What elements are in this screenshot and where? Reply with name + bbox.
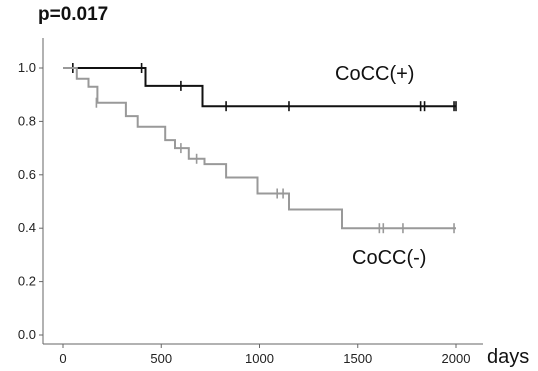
- series-cocc-negative: [63, 67, 456, 234]
- y-tick-label: 0.0: [18, 327, 36, 342]
- x-tick-label: 1000: [245, 351, 274, 366]
- y-axis-ticks: 0.0 0.2 0.4 0.6 0.8 1.0: [18, 60, 43, 342]
- y-tick-label: 0.6: [18, 167, 36, 182]
- series-label-cocc-positive: CoCC(+): [335, 63, 414, 85]
- p-value-annotation: p=0.017: [38, 4, 109, 25]
- y-tick-label: 1.0: [18, 60, 36, 75]
- y-tick-label: 0.2: [18, 274, 36, 289]
- series-label-cocc-negative: CoCC(-): [352, 247, 426, 269]
- y-tick-label: 0.4: [18, 220, 36, 235]
- series-cocc-positive: [63, 63, 457, 112]
- survival-curve: [63, 67, 456, 230]
- series-layer: [63, 63, 457, 234]
- survival-curve: [63, 67, 456, 108]
- x-tick-label: 0: [59, 351, 66, 366]
- y-tick-label: 0.8: [18, 113, 36, 128]
- x-tick-label: 2000: [442, 351, 471, 366]
- x-axis-label: days: [487, 346, 529, 368]
- axes: [42, 38, 483, 345]
- x-tick-label: 1500: [343, 351, 372, 366]
- x-axis-ticks: 0 500 1000 1500 2000: [59, 344, 470, 366]
- x-tick-label: 500: [150, 351, 172, 366]
